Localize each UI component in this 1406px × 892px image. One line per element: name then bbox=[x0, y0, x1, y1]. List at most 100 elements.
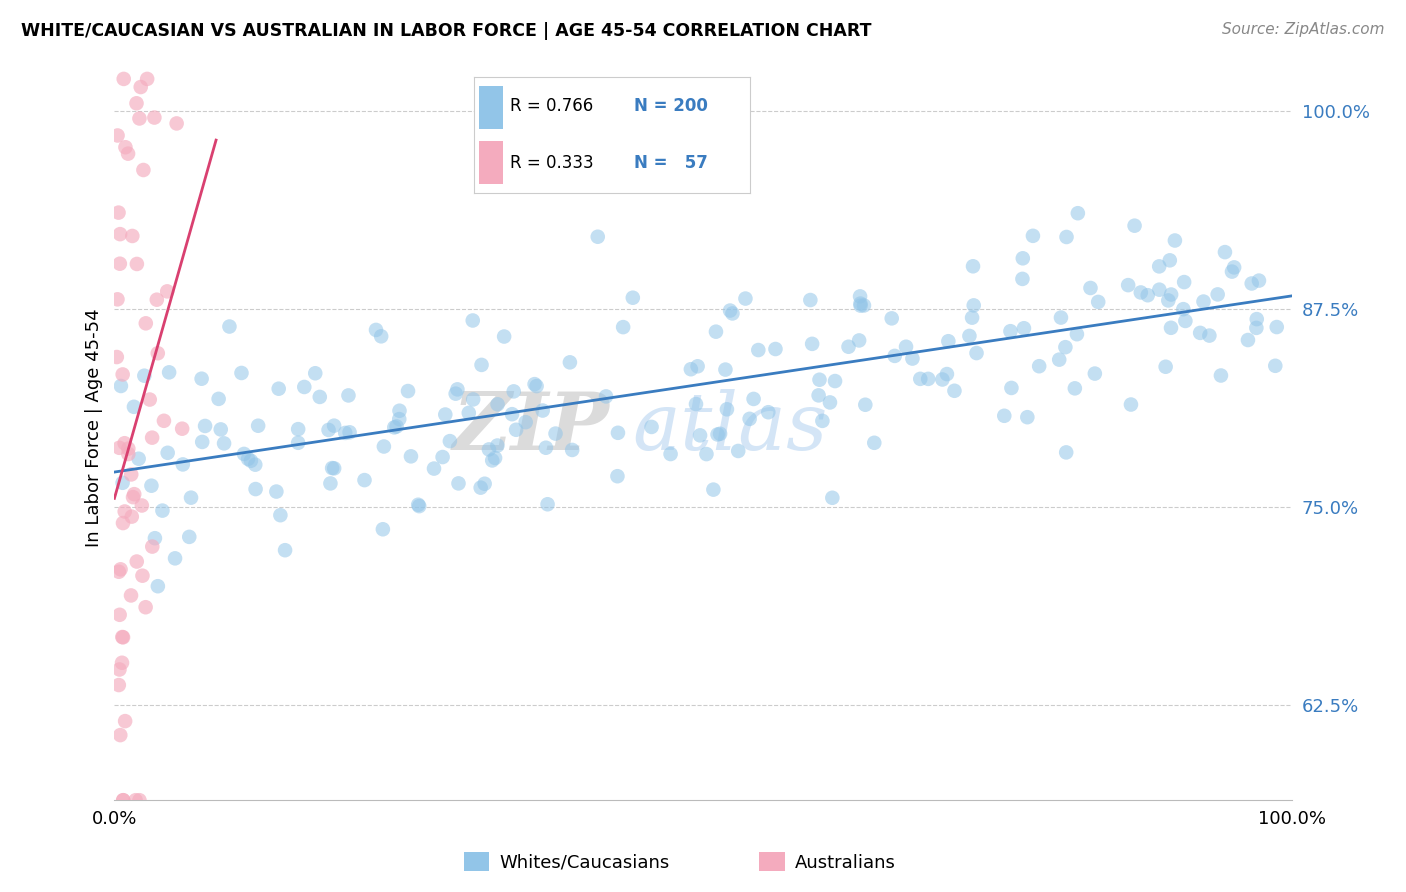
Point bbox=[1160, 287, 1182, 301]
Point bbox=[1067, 206, 1090, 220]
Text: Whites/Caucasians: Whites/Caucasians bbox=[499, 854, 669, 871]
Point bbox=[1054, 340, 1077, 354]
Point bbox=[1192, 294, 1215, 309]
Point bbox=[742, 392, 765, 406]
Point bbox=[163, 551, 186, 566]
Point bbox=[194, 419, 217, 434]
Point bbox=[481, 453, 503, 467]
Point bbox=[432, 450, 454, 464]
Point bbox=[323, 418, 346, 433]
Point bbox=[208, 392, 231, 406]
Point bbox=[122, 490, 145, 504]
Point bbox=[1240, 277, 1263, 291]
Point bbox=[1119, 398, 1142, 412]
Point bbox=[399, 450, 422, 464]
Point bbox=[1080, 281, 1102, 295]
Point bbox=[108, 678, 131, 692]
Y-axis label: In Labor Force | Age 45-54: In Labor Force | Age 45-54 bbox=[86, 309, 103, 547]
Point bbox=[1173, 302, 1195, 317]
Point bbox=[1265, 320, 1288, 334]
Point bbox=[1157, 293, 1180, 308]
Point bbox=[526, 379, 548, 393]
Point bbox=[108, 257, 131, 271]
Point bbox=[396, 384, 419, 398]
Point bbox=[963, 298, 986, 312]
Point bbox=[799, 293, 821, 307]
Point bbox=[505, 423, 527, 437]
Point bbox=[702, 483, 724, 497]
Point bbox=[233, 447, 256, 461]
Point bbox=[747, 343, 769, 357]
Point bbox=[685, 397, 707, 411]
Point bbox=[107, 205, 129, 219]
Point bbox=[172, 422, 194, 436]
Point bbox=[470, 358, 492, 372]
Point bbox=[640, 420, 662, 434]
Point bbox=[1246, 321, 1268, 335]
Point bbox=[388, 412, 411, 426]
Point bbox=[337, 388, 360, 402]
Point bbox=[166, 116, 188, 130]
Point bbox=[245, 458, 267, 472]
Point bbox=[156, 446, 179, 460]
Point bbox=[586, 229, 609, 244]
Point bbox=[849, 299, 872, 313]
Point bbox=[406, 498, 429, 512]
Point bbox=[718, 303, 741, 318]
Point bbox=[108, 663, 131, 677]
Point bbox=[111, 516, 134, 530]
Point bbox=[125, 257, 148, 271]
Point bbox=[807, 388, 830, 402]
Point bbox=[146, 579, 169, 593]
Point bbox=[114, 714, 136, 728]
Point bbox=[112, 71, 135, 86]
Point bbox=[659, 447, 682, 461]
Point bbox=[531, 403, 554, 417]
Point bbox=[714, 362, 737, 376]
Point bbox=[765, 342, 787, 356]
Point bbox=[132, 163, 155, 178]
Point bbox=[837, 340, 859, 354]
Point bbox=[385, 419, 408, 434]
Text: Australians: Australians bbox=[794, 854, 896, 871]
Text: atlas: atlas bbox=[633, 389, 828, 467]
Point bbox=[811, 414, 834, 428]
Point bbox=[938, 334, 960, 349]
Point bbox=[287, 422, 309, 436]
Point bbox=[612, 320, 634, 334]
Point bbox=[534, 441, 557, 455]
Point bbox=[486, 438, 509, 452]
Point bbox=[849, 296, 872, 310]
Point bbox=[209, 422, 232, 436]
Point bbox=[267, 382, 290, 396]
Point bbox=[606, 469, 628, 483]
Point bbox=[152, 503, 174, 517]
Point bbox=[1017, 410, 1039, 425]
Point bbox=[108, 227, 131, 241]
Point bbox=[1237, 333, 1260, 347]
Point bbox=[494, 329, 516, 343]
Point bbox=[373, 440, 395, 454]
Point bbox=[110, 379, 132, 393]
Point bbox=[536, 497, 558, 511]
Point bbox=[319, 476, 342, 491]
Point bbox=[129, 80, 152, 95]
Point bbox=[143, 111, 166, 125]
Point bbox=[880, 311, 903, 326]
Point bbox=[146, 293, 169, 307]
Point bbox=[721, 306, 744, 320]
Point bbox=[1220, 264, 1243, 278]
Point bbox=[1223, 260, 1246, 275]
Point bbox=[388, 403, 411, 417]
Point bbox=[191, 434, 214, 449]
Point bbox=[607, 425, 630, 440]
Point bbox=[439, 434, 461, 449]
Point bbox=[1012, 321, 1035, 335]
Point bbox=[1050, 310, 1073, 325]
Point bbox=[157, 365, 180, 379]
Point bbox=[695, 447, 717, 461]
Point bbox=[134, 368, 156, 383]
Point bbox=[179, 530, 201, 544]
Point bbox=[1000, 381, 1022, 395]
Point bbox=[128, 112, 150, 126]
